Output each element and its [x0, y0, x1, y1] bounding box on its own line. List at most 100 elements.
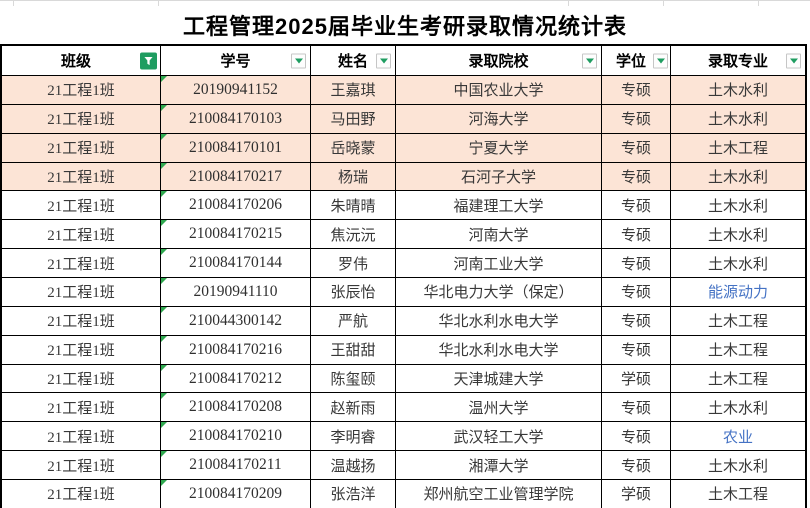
cell-name[interactable]: 张浩洋: [311, 480, 396, 508]
cell-student-id[interactable]: 210084170210: [161, 422, 311, 451]
cell-class[interactable]: 21工程1班: [2, 364, 161, 393]
cell-name[interactable]: 严航: [311, 306, 396, 335]
cell-major[interactable]: 土木水利: [671, 220, 805, 248]
cell-major[interactable]: 土木工程: [671, 336, 805, 364]
cell-class[interactable]: 21工程1班: [2, 306, 161, 335]
cell-class[interactable]: 21工程1班: [2, 451, 161, 480]
cell-major[interactable]: 土木水利: [671, 393, 805, 421]
cell-degree[interactable]: 专硕: [602, 422, 671, 451]
cell-student-id[interactable]: 210084170206: [161, 191, 311, 220]
cell-degree[interactable]: 专硕: [602, 220, 671, 249]
cell-student-id[interactable]: 210084170103: [161, 104, 311, 133]
cell-school[interactable]: 华北水利水电大学: [396, 306, 602, 335]
cell-name[interactable]: 焦沅沅: [311, 220, 396, 249]
cell-degree[interactable]: 专硕: [602, 133, 671, 162]
cell-school[interactable]: 河南工业大学: [396, 249, 602, 278]
cell-school[interactable]: 福建理工大学: [396, 191, 602, 220]
cell-school[interactable]: 中国农业大学: [396, 76, 602, 104]
cell-major[interactable]: 土木水利: [671, 76, 805, 104]
cell-name[interactable]: 马田野: [311, 104, 396, 133]
filter-dropdown-button[interactable]: [653, 53, 668, 68]
filter-active-button[interactable]: [140, 52, 157, 69]
cell-school[interactable]: 武汉轻工大学: [396, 422, 602, 451]
cell-major[interactable]: 能源动力: [671, 278, 805, 306]
cell-class[interactable]: 21工程1班: [2, 393, 161, 422]
cell-name[interactable]: 赵新雨: [311, 393, 396, 422]
cell-student-id[interactable]: 210044300142: [161, 306, 311, 335]
cell-degree[interactable]: 专硕: [602, 104, 671, 133]
cell-class[interactable]: 21工程1班: [2, 191, 161, 220]
cell-name[interactable]: 杨瑞: [311, 162, 396, 191]
cell-name[interactable]: 张辰怡: [311, 278, 396, 306]
cell-degree[interactable]: 专硕: [602, 162, 671, 191]
cell-school[interactable]: 湘潭大学: [396, 451, 602, 480]
filter-dropdown-button[interactable]: [376, 53, 391, 68]
cell-degree[interactable]: 专硕: [602, 451, 671, 480]
cell-major[interactable]: 土木工程: [671, 365, 805, 393]
cell-major[interactable]: 土木水利: [671, 249, 805, 277]
cell-degree[interactable]: 专硕: [602, 393, 671, 422]
cell-class[interactable]: 21工程1班: [2, 104, 161, 133]
cell-major[interactable]: 土木工程: [671, 307, 805, 335]
cell-school[interactable]: 温州大学: [396, 393, 602, 422]
header-class[interactable]: 班级: [2, 46, 161, 75]
cell-name[interactable]: 陈玺颐: [311, 364, 396, 393]
cell-name[interactable]: 岳晓蒙: [311, 133, 396, 162]
cell-class[interactable]: 21工程1班: [2, 133, 161, 162]
cell-class[interactable]: 21工程1班: [2, 249, 161, 278]
cell-student-id[interactable]: 20190941110: [161, 278, 311, 306]
cell-school[interactable]: 河南大学: [396, 220, 602, 249]
cell-student-id[interactable]: 210084170144: [161, 249, 311, 278]
cell-class[interactable]: 21工程1班: [2, 422, 161, 451]
cell-school[interactable]: 宁夏大学: [396, 133, 602, 162]
cell-degree[interactable]: 专硕: [602, 306, 671, 335]
cell-major[interactable]: 土木水利: [671, 163, 805, 191]
cell-student-id[interactable]: 20190941152: [161, 76, 311, 104]
filter-dropdown-button[interactable]: [291, 53, 306, 68]
cell-major[interactable]: 农业: [671, 422, 805, 450]
cell-degree[interactable]: 专硕: [602, 76, 671, 104]
header-school[interactable]: 录取院校: [396, 46, 602, 75]
cell-degree[interactable]: 专硕: [602, 335, 671, 364]
cell-student-id[interactable]: 210084170217: [161, 162, 311, 191]
cell-class[interactable]: 21工程1班: [2, 480, 161, 508]
cell-major[interactable]: 土木工程: [671, 480, 805, 508]
cell-major[interactable]: 土木水利: [671, 191, 805, 219]
cell-class[interactable]: 21工程1班: [2, 220, 161, 249]
header-degree[interactable]: 学位: [602, 46, 671, 75]
cell-degree[interactable]: 专硕: [602, 191, 671, 220]
cell-class[interactable]: 21工程1班: [2, 76, 161, 104]
cell-name[interactable]: 温越扬: [311, 451, 396, 480]
cell-school[interactable]: 石河子大学: [396, 162, 602, 191]
header-student-id[interactable]: 学号: [161, 46, 311, 75]
cell-class[interactable]: 21工程1班: [2, 162, 161, 191]
cell-name[interactable]: 朱晴晴: [311, 191, 396, 220]
cell-major[interactable]: 土木工程: [671, 134, 805, 162]
cell-major[interactable]: 土木水利: [671, 105, 805, 133]
cell-student-id[interactable]: 210084170212: [161, 364, 311, 393]
cell-student-id[interactable]: 210084170209: [161, 480, 311, 508]
cell-school[interactable]: 天津城建大学: [396, 364, 602, 393]
cell-degree[interactable]: 专硕: [602, 249, 671, 278]
header-major[interactable]: 录取专业: [671, 46, 805, 75]
cell-degree[interactable]: 学硕: [602, 364, 671, 393]
cell-degree[interactable]: 专硕: [602, 278, 671, 306]
cell-school[interactable]: 郑州航空工业管理学院: [396, 480, 602, 508]
cell-school[interactable]: 华北水利水电大学: [396, 335, 602, 364]
filter-dropdown-button[interactable]: [786, 53, 801, 68]
cell-school[interactable]: 河海大学: [396, 104, 602, 133]
cell-name[interactable]: 王嘉琪: [311, 76, 396, 104]
cell-student-id[interactable]: 210084170215: [161, 220, 311, 249]
cell-degree[interactable]: 学硕: [602, 480, 671, 508]
cell-name[interactable]: 王甜甜: [311, 335, 396, 364]
cell-student-id[interactable]: 210084170208: [161, 393, 311, 422]
cell-student-id[interactable]: 210084170101: [161, 133, 311, 162]
cell-name[interactable]: 李明睿: [311, 422, 396, 451]
filter-dropdown-button[interactable]: [582, 53, 597, 68]
cell-major[interactable]: 土木水利: [671, 451, 805, 479]
cell-student-id[interactable]: 210084170216: [161, 335, 311, 364]
cell-school[interactable]: 华北电力大学（保定）: [396, 278, 602, 306]
cell-name[interactable]: 罗伟: [311, 249, 396, 278]
header-name[interactable]: 姓名: [311, 46, 396, 75]
cell-class[interactable]: 21工程1班: [2, 278, 161, 306]
